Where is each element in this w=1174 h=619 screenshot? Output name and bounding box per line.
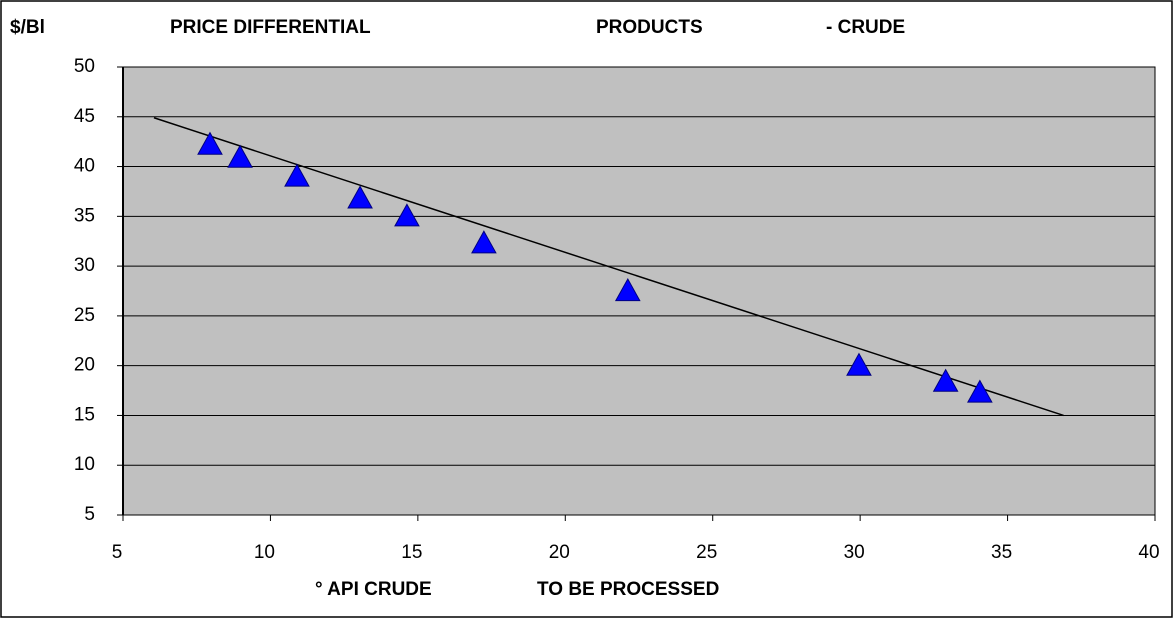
x-axis-label: TO BE PROCESSED bbox=[537, 579, 719, 600]
chart-title: - CRUDE bbox=[826, 17, 905, 38]
point bbox=[614, 277, 641, 302]
point bbox=[197, 131, 223, 155]
point bbox=[471, 230, 497, 254]
x-tick-label: 25 bbox=[696, 542, 717, 563]
x-tick-label: 30 bbox=[844, 542, 865, 563]
x-axis-label: ° API CRUDE bbox=[315, 579, 432, 600]
chart-title: PRICE DIFFERENTIAL bbox=[170, 17, 371, 38]
y-tick-label: 15 bbox=[74, 404, 95, 425]
point bbox=[967, 379, 993, 403]
y-tick-label: 20 bbox=[74, 355, 95, 376]
point bbox=[932, 368, 959, 392]
y-tick-label: 50 bbox=[74, 56, 95, 77]
chart-title: PRODUCTS bbox=[596, 17, 703, 38]
y-tick-label: 35 bbox=[74, 205, 95, 226]
y-tick-label: 45 bbox=[74, 106, 95, 127]
y-axis-label: $/Bl bbox=[10, 17, 45, 38]
y-tick-label: 10 bbox=[74, 454, 95, 475]
x-tick-label: 35 bbox=[991, 542, 1012, 563]
y-tick-label: 25 bbox=[74, 305, 95, 326]
y-tick-label: 5 bbox=[84, 504, 95, 525]
plot-area bbox=[122, 66, 1156, 516]
point bbox=[227, 144, 253, 168]
point bbox=[846, 352, 872, 376]
point bbox=[394, 203, 420, 227]
y-tick-label: 30 bbox=[74, 255, 95, 276]
x-tick-label: 15 bbox=[401, 542, 422, 563]
y-tick-label: 40 bbox=[74, 156, 95, 177]
trend-line bbox=[153, 117, 1064, 417]
x-tick-label: 20 bbox=[549, 542, 570, 563]
x-tick-label: 5 bbox=[112, 542, 123, 563]
x-tick-label: 10 bbox=[254, 542, 275, 563]
x-tick-label: 40 bbox=[1138, 542, 1159, 563]
point bbox=[284, 163, 310, 187]
point bbox=[347, 185, 373, 209]
